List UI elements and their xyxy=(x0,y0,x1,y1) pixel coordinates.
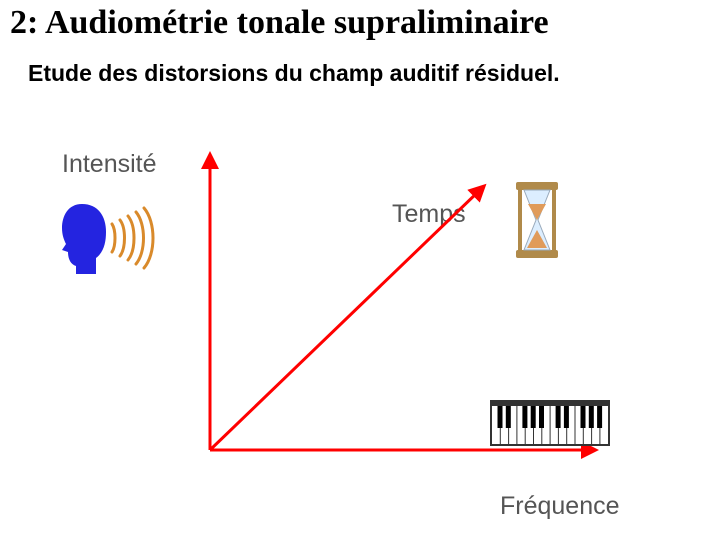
slide: 2: Audiométrie tonale supraliminaire Etu… xyxy=(0,0,720,540)
slide-subtitle: Etude des distorsions du champ auditif r… xyxy=(28,60,560,87)
hourglass-post-left xyxy=(518,188,522,252)
slide-title: 2: Audiométrie tonale supraliminaire xyxy=(10,4,710,42)
hourglass-bottom-cap xyxy=(516,250,558,258)
speaking-head-icon xyxy=(58,200,168,276)
intensity-label: Intensité xyxy=(62,150,157,179)
frequency-label: Fréquence xyxy=(500,492,620,521)
head-shape xyxy=(62,204,106,274)
piano-icon xyxy=(490,400,610,446)
sound-waves xyxy=(112,208,153,268)
hourglass-icon xyxy=(510,180,564,260)
z-axis xyxy=(210,190,480,450)
hourglass-sand-top xyxy=(528,204,546,220)
hourglass-top-cap xyxy=(516,182,558,190)
hourglass-post-right xyxy=(552,188,556,252)
